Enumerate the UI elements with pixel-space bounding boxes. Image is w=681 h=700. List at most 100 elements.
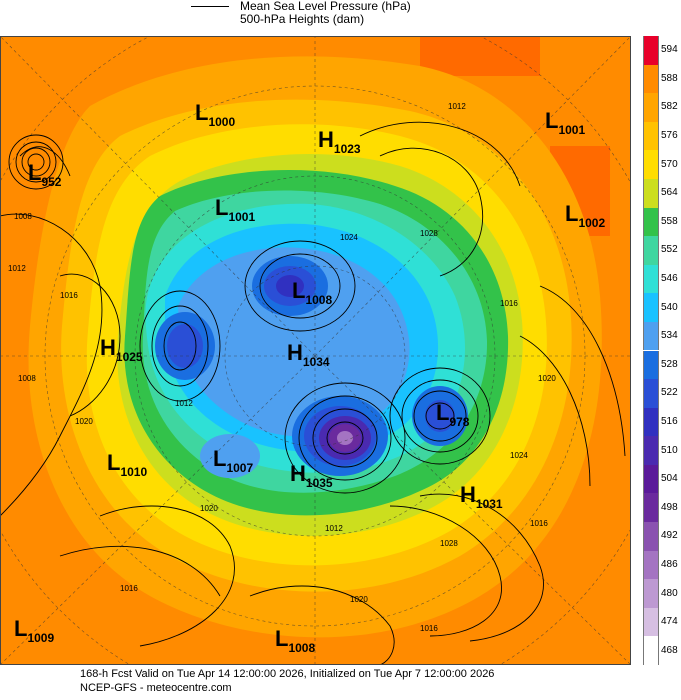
height-band-594-north [420,36,540,76]
isobar-label: 1024 [340,233,358,242]
colorbar-label: 498 [661,501,678,513]
isobar-label: 1012 [175,399,193,408]
low-pressure-marker: L1000 [195,100,235,129]
colorbar-swatch [643,636,659,665]
colorbar-swatch [643,64,659,94]
low-pressure-marker: L1001 [215,195,255,224]
colorbar-label: 492 [661,530,678,542]
colorbar-label: 546 [661,273,678,285]
isobar-label: 1012 [448,102,466,111]
colorbar-swatch [643,550,659,580]
isobar-label: 1008 [14,212,32,221]
colorbar-swatch [643,321,659,351]
low-pressure-marker: L978 [436,400,470,429]
colorbar-label: 486 [661,558,678,570]
isobar-label: 1016 [530,519,548,528]
colorbar-label: 582 [661,101,678,113]
colorbar-swatch [643,264,659,294]
high-pressure-marker: H1035 [290,461,333,490]
colorbar-label: 594 [661,44,678,56]
isobar-label: 1008 [18,374,36,383]
colorbar-swatch [643,522,659,551]
isobar-label: 1020 [350,595,368,604]
colorbar-label: 528 [661,358,678,370]
low-pressure-marker: L1007 [213,446,253,475]
height-band-522-west [167,324,203,368]
isobar-label: 1012 [8,264,26,273]
colorbar-swatch [643,207,659,237]
isobar-label: 1028 [440,539,458,548]
colorbar-swatch [643,579,659,608]
colorbar-swatch [643,293,659,322]
isobar-label: 1016 [120,584,138,593]
forecast-map: 1012 1008 1012 1016 1020 1024 1028 1012 … [0,36,631,665]
height-colorbar: 594 588 582 576 570 564 558 552 546 540 534 528 522 5… [643,36,681,665]
colorbar-label: 564 [661,187,678,199]
low-pressure-marker: L952 [28,160,62,189]
map-canvas: 1012 1008 1012 1016 1020 1024 1028 1012 … [0,36,631,665]
footer: 168-h Fcst Valid on Tue Apr 14 12:00:00 … [0,668,681,700]
mslp-legend-label: Mean Sea Level Pressure (hPa) [240,0,411,13]
colorbar-label: 522 [661,387,678,399]
colorbar-swatch [643,407,659,437]
isobar-label: 1020 [538,374,556,383]
colorbar-swatch [643,350,659,380]
colorbar-swatch [643,436,659,465]
heights-legend-label: 500-hPa Heights (dam) [240,12,365,26]
colorbar-label: 576 [661,130,678,142]
isobar-label: 1020 [200,504,218,513]
colorbar-swatch [643,493,659,523]
colorbar-swatch [643,464,659,494]
height-band-534 [178,247,410,437]
colorbar-label: 516 [661,415,678,427]
colorbar-label: 468 [661,644,678,656]
colorbar-label: 570 [661,158,678,170]
isobar-label: 1016 [420,624,438,633]
high-pressure-marker: H1034 [287,340,330,369]
colorbar-swatch [643,36,659,65]
colorbar-swatch [643,93,659,122]
low-pressure-marker: L1008 [292,278,332,307]
colorbar-swatch [643,178,659,208]
colorbar-label: 552 [661,244,678,256]
height-band-486-center [337,431,353,445]
colorbar-label: 510 [661,444,678,456]
high-pressure-marker: H1023 [318,127,361,156]
low-pressure-marker: L1002 [565,201,605,230]
colorbar-label: 504 [661,473,678,485]
low-pressure-marker: L1010 [107,450,147,479]
isobar-label: 1024 [510,451,528,460]
isobar-label: 1028 [420,229,438,238]
height-band-516-north [276,275,304,297]
colorbar-label: 534 [661,330,678,342]
colorbar-label: 588 [661,72,678,84]
colorbar-label: 474 [661,616,678,628]
colorbar-label: 540 [661,301,678,313]
high-pressure-marker: H1025 [100,335,143,364]
map-frame [0,36,631,665]
legend-header: Mean Sea Level Pressure (hPa) 500-hPa He… [0,0,681,34]
isobar-label: 1016 [500,299,518,308]
forecast-valid-text: 168-h Fcst Valid on Tue Apr 14 12:00:00 … [80,668,495,680]
colorbar-label: 480 [661,587,678,599]
mslp-legend-line-icon [191,6,229,7]
isobar-label: 1016 [60,291,78,300]
colorbar-swatch [643,607,659,637]
low-pressure-marker: L1008 [275,626,315,655]
isobar-label: 1012 [325,524,343,533]
height-band-522-east [425,400,455,432]
isobar-labels: 1012 1008 1012 1016 1020 1024 1028 1012 … [8,102,556,633]
colorbar-swatch [643,236,659,265]
isobar-label: 1020 [75,417,93,426]
source-credit-text: NCEP-GFS - meteocentre.com [80,682,232,694]
low-pressure-marker: L1001 [545,108,585,137]
height-band-534-southwest [200,434,260,478]
colorbar-label: 558 [661,215,678,227]
low-pressure-marker: L1009 [14,616,54,645]
colorbar-swatch [643,379,659,408]
high-pressure-marker: H1031 [460,482,503,511]
isobars [0,121,626,665]
pressure-systems: L1000 H1023 L1001 L952 L1002 L1001 L1008… [14,100,605,655]
colorbar-swatch [643,121,659,151]
graticule [0,36,631,665]
